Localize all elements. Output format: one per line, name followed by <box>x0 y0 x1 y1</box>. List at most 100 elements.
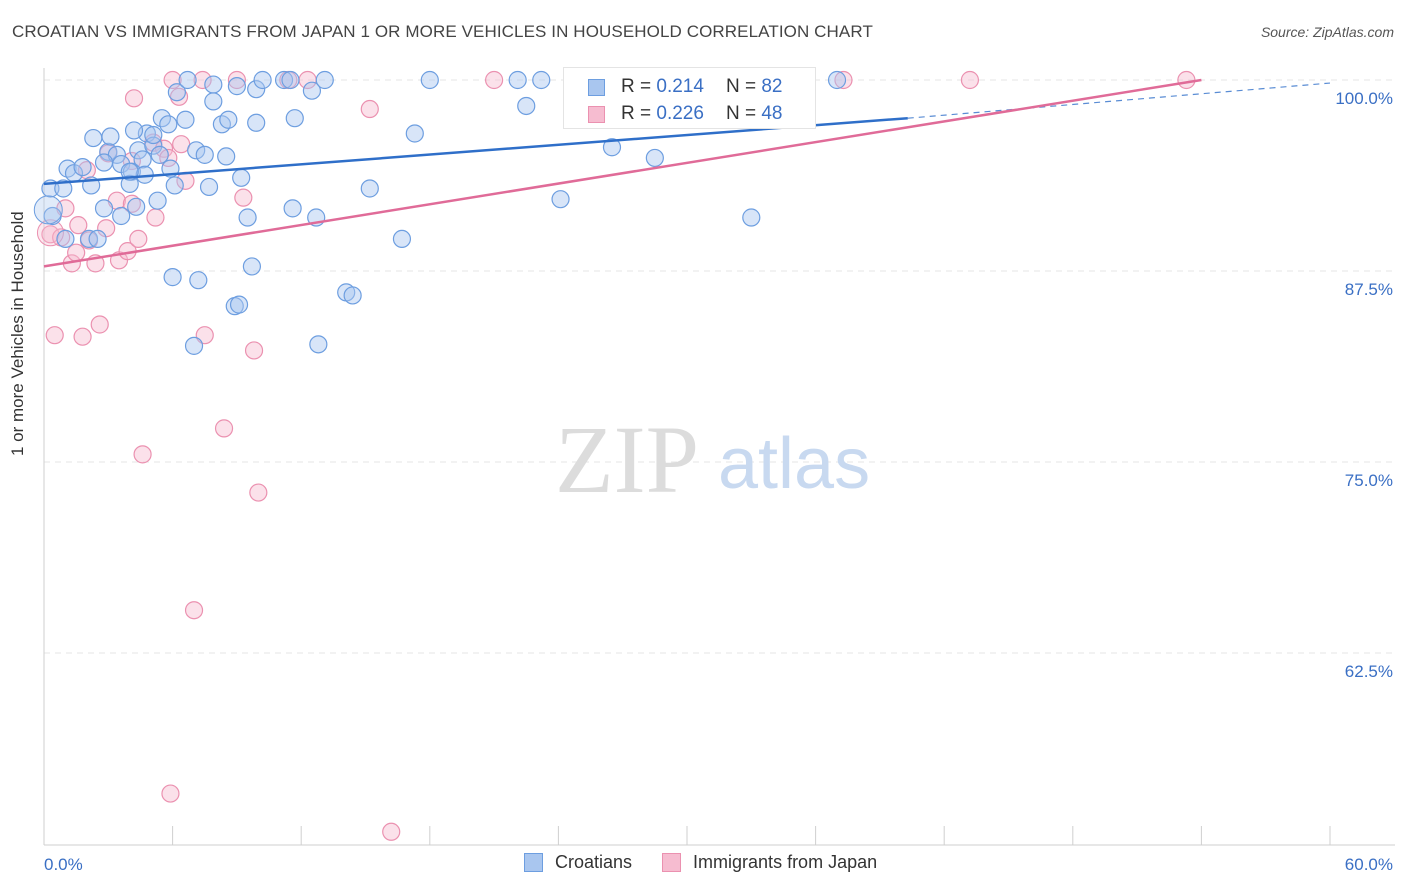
legend-label-japan: Immigrants from Japan <box>693 852 878 872</box>
series-croatians <box>33 70 847 355</box>
stats-legend: R = 0.214 N = 82 R = 0.226 N = 48 <box>563 67 816 129</box>
legend-swatch-japan <box>662 853 682 872</box>
point-croatians <box>283 199 302 218</box>
point-croatians <box>176 110 195 129</box>
trend-line-croatians-extension <box>907 82 1331 119</box>
point-croatians <box>602 138 622 157</box>
legend-label-croatians: Croatians <box>555 852 633 872</box>
point-immigrants-from-japan <box>184 601 204 620</box>
point-immigrants-from-japan <box>73 327 92 346</box>
point-immigrants-from-japan <box>133 445 152 464</box>
point-immigrants-from-japan <box>45 326 64 345</box>
point-croatians <box>163 268 182 287</box>
point-croatians <box>150 145 169 164</box>
point-croatians <box>84 128 103 148</box>
point-croatians <box>219 110 238 129</box>
point-croatians <box>94 199 114 218</box>
point-immigrants-from-japan <box>124 89 144 108</box>
point-croatians <box>217 147 236 166</box>
point-croatians <box>227 77 246 96</box>
point-croatians <box>360 179 379 198</box>
point-immigrants-from-japan <box>244 341 264 360</box>
r-value: 0.214 <box>656 76 704 97</box>
legend-item-immigrants-from-japan[interactable]: Immigrants from Japan <box>662 852 877 873</box>
point-croatians <box>532 70 551 90</box>
point-croatians <box>144 125 163 145</box>
point-croatians <box>184 336 204 355</box>
point-croatians <box>253 70 272 90</box>
legend-item-croatians[interactable]: Croatians <box>524 852 632 873</box>
point-croatians <box>187 141 206 160</box>
n-label: N = <box>725 76 757 97</box>
point-croatians <box>204 75 223 94</box>
r-label: R = <box>621 103 652 124</box>
point-immigrants-from-japan <box>214 419 234 438</box>
point-immigrants-from-japan <box>146 208 165 227</box>
x-tick-label-max: 60.0% <box>1345 855 1393 874</box>
point-croatians <box>195 145 214 164</box>
watermark-zip: ZIP <box>555 406 699 513</box>
point-croatians <box>285 109 304 128</box>
point-croatians <box>199 177 219 197</box>
y-axis-label: 1 or more Vehicles in Household <box>8 211 27 456</box>
point-immigrants-from-japan <box>227 70 246 90</box>
point-croatians <box>229 295 249 314</box>
point-croatians <box>178 70 197 90</box>
point-croatians <box>165 176 184 195</box>
stats-row-croatians: R = 0.214 N = 82 <box>588 74 782 100</box>
series-legend: Croatians Immigrants from Japan <box>524 852 907 873</box>
point-croatians <box>204 92 223 111</box>
point-croatians <box>420 70 439 90</box>
point-croatians <box>645 148 664 168</box>
watermark: ZIP atlas <box>555 406 870 513</box>
r-label: R = <box>621 76 652 97</box>
watermark-atlas: atlas <box>718 424 870 504</box>
point-croatians <box>232 168 251 187</box>
point-immigrants-from-japan <box>360 99 379 119</box>
point-croatians <box>124 121 144 140</box>
point-croatians <box>94 153 114 172</box>
point-immigrants-from-japan <box>193 70 212 90</box>
n-label: N = <box>725 103 757 124</box>
point-immigrants-from-japan <box>834 70 853 90</box>
legend-swatch-japan <box>588 105 605 123</box>
point-croatians <box>405 124 424 143</box>
grid-lines <box>44 79 1395 654</box>
point-croatians <box>144 136 163 155</box>
x-tick-label-min: 0.0% <box>44 855 83 874</box>
point-croatians <box>247 80 266 99</box>
tick-labels: 62.5% 75.0% 87.5% 100.0% 0.0% 60.0% <box>44 89 1393 874</box>
point-immigrants-from-japan <box>129 229 148 249</box>
point-immigrants-from-japan <box>234 188 253 207</box>
point-croatians <box>101 127 120 146</box>
point-immigrants-from-japan <box>90 315 109 334</box>
point-croatians <box>189 271 208 290</box>
point-croatians <box>508 70 527 90</box>
trend-lines <box>43 78 1331 268</box>
point-immigrants-from-japan <box>1177 70 1196 90</box>
stats-row-immigrants-from-japan: R = 0.226 N = 48 <box>588 101 782 127</box>
y-tick-label: 87.5% <box>1345 280 1393 299</box>
point-croatians <box>392 229 412 249</box>
legend-swatch-croatians <box>524 853 543 872</box>
y-tick-label: 75.0% <box>1345 471 1393 490</box>
point-croatians <box>827 70 847 90</box>
axes <box>43 68 1395 846</box>
point-croatians <box>517 96 536 116</box>
point-croatians <box>315 70 334 90</box>
chart-title: CROATIAN VS IMMIGRANTS FROM JAPAN 1 OR M… <box>12 22 873 41</box>
point-immigrants-from-japan <box>161 784 180 803</box>
point-croatians <box>281 70 300 90</box>
point-croatians <box>73 157 92 177</box>
y-tick-label: 62.5% <box>1345 662 1393 681</box>
point-immigrants-from-japan <box>485 70 504 90</box>
point-croatians <box>127 197 146 216</box>
point-croatians <box>159 115 178 134</box>
point-croatians <box>302 81 322 100</box>
n-value: 82 <box>761 76 783 97</box>
r-value: 0.226 <box>656 103 704 124</box>
point-immigrants-from-japan <box>960 70 980 90</box>
point-croatians <box>88 229 107 249</box>
point-croatians <box>54 179 73 198</box>
